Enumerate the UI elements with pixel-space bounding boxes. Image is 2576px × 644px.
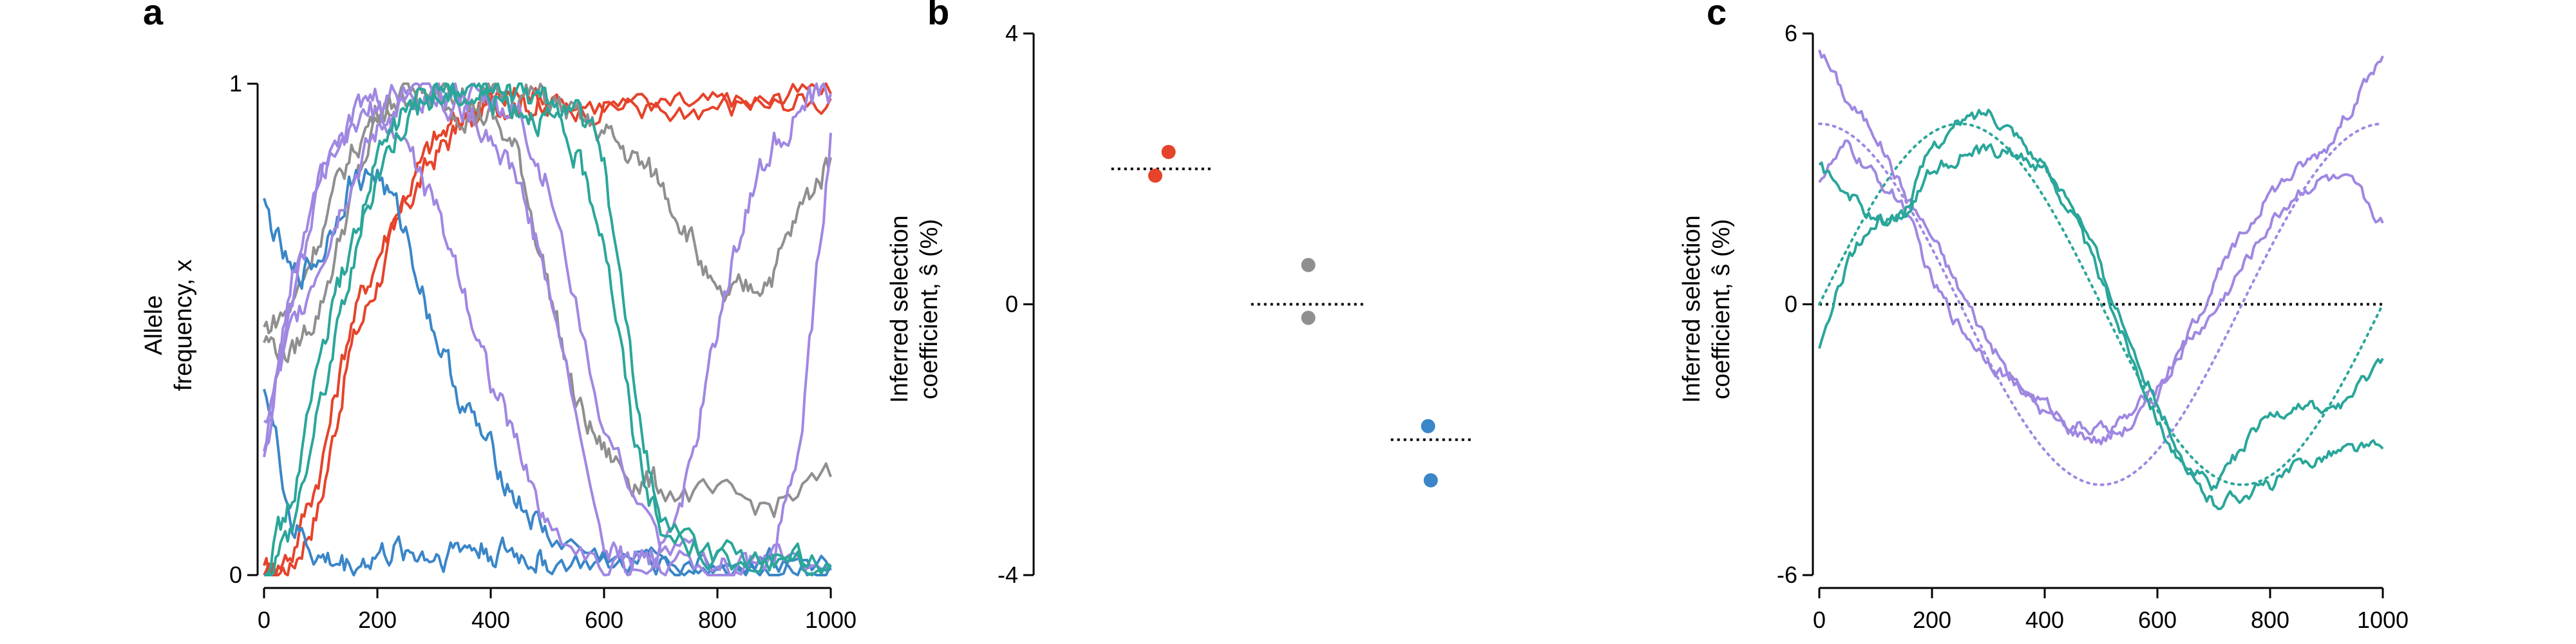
panel-b-chart: -4 0 4 Inferred selection coefficient, ŝ (%): [886, 20, 1471, 588]
true-curve-purple: [1818, 122, 2384, 486]
y-axis-label-line-0: Inferred selection: [1678, 215, 1705, 403]
y-tick-label: 4: [1005, 20, 1018, 46]
y-tick-label: -6: [1777, 562, 1797, 588]
true-curve-teal: [1818, 122, 2384, 486]
y-axis-label: Inferred selection coefficient, ŝ (%): [886, 215, 943, 403]
x-tick-label: 800: [698, 607, 737, 633]
y-axis-label-line-1: coefficient, ŝ (%): [1708, 219, 1735, 399]
x-tick-label: 600: [585, 607, 623, 633]
y-axis-label: Allele frequency, x: [140, 260, 197, 391]
series-line-purple: [1818, 139, 2384, 436]
series-line-teal: [1818, 108, 2384, 511]
x-tick-label: 0: [1813, 607, 1826, 633]
series-line-purple: [263, 82, 832, 576]
data-point-gray: [1301, 310, 1316, 325]
x-tick-label: 800: [2251, 607, 2289, 633]
series-line-blue: [263, 388, 832, 576]
series-line-purple: [263, 82, 832, 576]
y-tick-label: 1: [229, 70, 242, 97]
series-line-teal: [264, 82, 831, 576]
y-tick-label: 0: [1785, 291, 1797, 317]
panel-letter-c: c: [1707, 0, 1727, 32]
y-axis-label: Inferred selection coefficient, ŝ (%): [1678, 215, 1735, 403]
x-tick-label: 400: [471, 607, 510, 633]
y-tick-label: 6: [1785, 20, 1797, 46]
series-line-blue: [263, 168, 832, 576]
series-line-gray: [263, 84, 832, 518]
series-line-teal: [1818, 143, 2384, 491]
data-point-gray: [1301, 258, 1316, 272]
data-point-blue: [1423, 473, 1438, 488]
x-tick-label: 200: [358, 607, 397, 633]
x-tick-label: 600: [2138, 607, 2177, 633]
y-tick-label: -4: [998, 562, 1018, 588]
y-tick-label: 0: [229, 562, 242, 588]
x-tick-label: 1000: [805, 607, 857, 633]
y-tick-label: 0: [1005, 291, 1018, 317]
x-tick-label: 1000: [2357, 607, 2409, 633]
y-axis-label-line-0: Inferred selection: [886, 215, 913, 403]
data-point-blue: [1421, 419, 1435, 433]
y-axis-label-line-1: coefficient, ŝ (%): [916, 219, 943, 399]
x-tick-label: 0: [258, 607, 270, 633]
y-axis-label-line-1: frequency, x: [170, 260, 197, 391]
data-point-red: [1161, 144, 1176, 159]
x-tick-label: 200: [1913, 607, 1951, 633]
y-axis-label-line-0: Allele: [140, 296, 167, 355]
x-tick-label: 400: [2025, 607, 2064, 633]
panel-letter-a: a: [143, 0, 164, 32]
panel-c-chart: -6 0 6 0 200 400 600 800 1000 Inferred selection c…: [1678, 20, 2409, 633]
panel-a-chart: 0 1 0 200 400 600 800 1000 Allele frequency, x: [140, 70, 857, 633]
panel-letter-b: b: [927, 0, 949, 32]
series-line-purple: [1818, 50, 2384, 446]
data-point-red: [1148, 168, 1162, 183]
